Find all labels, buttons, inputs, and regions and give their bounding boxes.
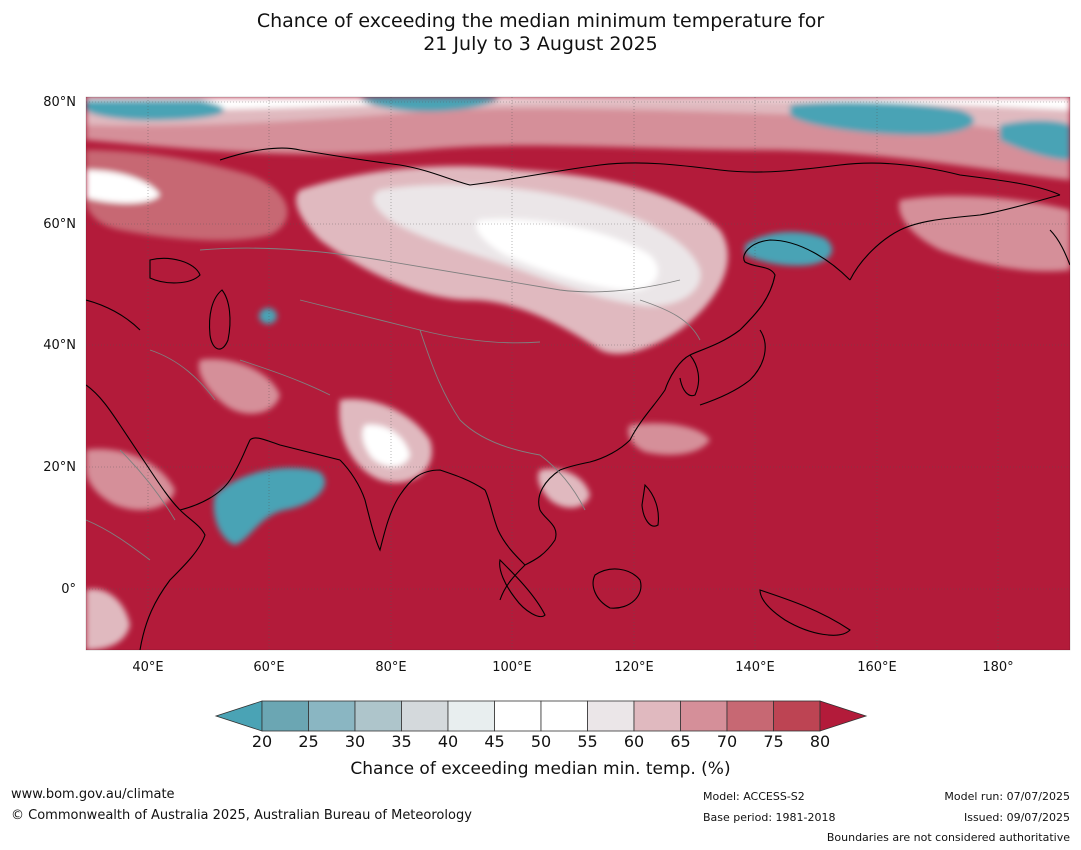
colorbar-tick-label: 20 — [251, 732, 273, 751]
colorbar-tick-label: 60 — [623, 732, 645, 751]
map-shading — [86, 97, 1070, 650]
colorbar-segment — [447, 700, 495, 732]
colorbar-tick-label: 45 — [484, 732, 505, 751]
colorbar-segment — [540, 700, 588, 732]
lon-label-140e: 140°E — [735, 660, 775, 675]
colorbar-segment — [726, 700, 774, 732]
colorbar-segment — [494, 700, 542, 732]
colorbar-tick-label: 70 — [716, 732, 738, 751]
lat-label-80n: 80°N — [43, 95, 76, 110]
colorbar-under-arrow — [214, 700, 263, 732]
colorbar-tick-label: 65 — [670, 732, 691, 751]
lon-label-40e: 40°E — [132, 660, 164, 675]
website-link[interactable]: www.bom.gov.au/climate — [11, 787, 175, 802]
colorbar-segment — [680, 700, 728, 732]
lat-label-20n: 20°N — [43, 460, 76, 475]
colorbar-tick-label: 40 — [437, 732, 459, 751]
colorbar-tick-label: 25 — [298, 732, 319, 751]
boundaries-disclaimer: Boundaries are not considered authoritat… — [826, 831, 1070, 844]
colorbar-segment — [308, 700, 356, 732]
colorbar-segment — [587, 700, 635, 732]
lon-label-60e: 60°E — [253, 660, 285, 675]
colorbar-tick-label: 35 — [391, 732, 412, 751]
issued-text: Issued: 09/07/2025 — [963, 811, 1070, 824]
colorbar-tick-label: 80 — [809, 732, 831, 751]
base-period-text: Base period: 1981-2018 — [703, 811, 836, 824]
probability-map — [85, 96, 1071, 651]
lon-label-180: 180° — [982, 660, 1014, 675]
colorbar-tick-label: 75 — [763, 732, 784, 751]
lon-label-100e: 100°E — [492, 660, 532, 675]
map-title-line-1: Chance of exceeding the median minimum t… — [256, 10, 825, 32]
country-borders — [86, 247, 701, 561]
colorbar-tick-label: 50 — [530, 732, 552, 751]
colorbar-label: Chance of exceeding median min. temp. (%… — [350, 759, 731, 779]
model-run-text: Model run: 07/07/2025 — [944, 790, 1070, 803]
colorbar-tick-label: 30 — [344, 732, 366, 751]
colorbar-segment — [354, 700, 402, 732]
model-text: Model: ACCESS-S2 — [703, 790, 805, 803]
colorbar-segment — [633, 700, 681, 732]
lon-label-80e: 80°E — [375, 660, 407, 675]
lon-label-160e: 160°E — [857, 660, 897, 675]
colorbar-segment — [261, 700, 309, 732]
colorbar-segment — [401, 700, 449, 732]
lat-label-40n: 40°N — [43, 338, 76, 353]
map-frame — [85, 96, 1071, 651]
coastlines — [86, 147, 1070, 650]
colorbar-segment — [773, 700, 821, 732]
map-title-line-2: 21 July to 3 August 2025 — [423, 33, 658, 55]
lat-label-60n: 60°N — [43, 217, 76, 232]
lon-label-120e: 120°E — [614, 660, 654, 675]
colorbar-tick-label: 55 — [577, 732, 598, 751]
copyright-text: © Commonwealth of Australia 2025, Austra… — [11, 808, 472, 823]
colorbar-over-arrow — [819, 700, 868, 732]
lat-label-0: 0° — [61, 582, 76, 597]
colorbar-segments — [261, 700, 821, 732]
